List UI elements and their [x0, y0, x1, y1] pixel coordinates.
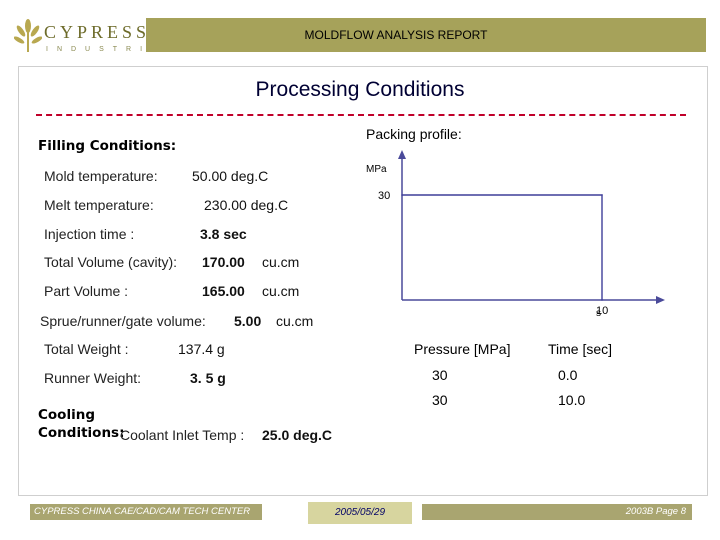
- cypress-leaf-icon: [14, 19, 42, 52]
- y-axis-arrowhead: [398, 150, 406, 159]
- packing-data-point: [601, 299, 603, 301]
- melt-temp-value: 230.00 deg.C: [204, 197, 289, 213]
- y-axis-unit-label: MPa: [366, 164, 387, 175]
- melt-temp-label: Melt temperature:: [44, 197, 154, 213]
- total-volume-value: 170.00: [202, 254, 245, 270]
- pressure-cell: 30: [432, 392, 448, 408]
- sprue-volume-value: 5.00: [234, 313, 262, 329]
- x-axis-arrowhead: [656, 296, 665, 304]
- report-title: MOLDFLOW ANALYSIS REPORT: [304, 28, 488, 42]
- cooling-heading-line2: Conditions:: [38, 425, 125, 441]
- injection-time-value: 3.8 sec: [200, 226, 247, 242]
- header-bar: MOLDFLOW ANALYSIS REPORT: [146, 18, 706, 52]
- total-volume-label: Total Volume (cavity):: [44, 254, 178, 270]
- mold-temp-label: Mold temperature:: [44, 168, 158, 184]
- packing-pressure-line: [402, 194, 603, 300]
- part-volume-value: 165.00: [202, 283, 245, 299]
- mold-temp-value: 50.00 deg.C: [192, 168, 269, 184]
- slide-frame: [18, 66, 708, 496]
- total-weight-value: 137.4 g: [178, 341, 225, 357]
- injection-time-label: Injection time :: [44, 226, 135, 242]
- logo-wordmark: CYPRESS: [44, 22, 151, 42]
- runner-weight-label: Runner Weight:: [44, 370, 142, 386]
- sprue-volume-unit: cu.cm: [276, 313, 314, 329]
- slide-title: Processing Conditions: [255, 78, 465, 101]
- runner-weight-value: 3. 5 g: [190, 370, 226, 386]
- x-tick-label: 10: [596, 305, 608, 317]
- footer-center-name: CYPRESS CHINA CAE/CAD/CAM TECH CENTER: [30, 504, 262, 520]
- part-volume-label: Part Volume :: [44, 283, 129, 299]
- total-volume-unit: cu.cm: [262, 254, 300, 270]
- packing-data-point: [601, 194, 603, 196]
- packing-profile-title: Packing profile:: [366, 126, 462, 142]
- time-cell: 0.0: [558, 367, 578, 383]
- logo-subtitle: INDUSTRIES: [46, 46, 179, 53]
- cooling-heading-line1: Cooling: [38, 407, 95, 423]
- sprue-volume-label: Sprue/runner/gate volume:: [40, 313, 206, 329]
- coolant-temp-value: 25.0 deg.C: [262, 427, 333, 443]
- company-logo: CYPRESS INDUSTRIES: [14, 18, 169, 60]
- packing-profile-chart: MPa s 30 10: [366, 150, 665, 319]
- footer-page-number: 2003B Page 8: [422, 504, 692, 520]
- title-divider: [36, 114, 686, 116]
- filling-heading: Filling Conditions:: [38, 138, 177, 154]
- total-weight-label: Total Weight :: [44, 341, 129, 357]
- packing-data-point: [401, 194, 403, 196]
- part-volume-unit: cu.cm: [262, 283, 300, 299]
- pressure-column-header: Pressure [MPa]: [414, 341, 511, 357]
- x-axis-unit-label: s: [596, 308, 601, 319]
- footer-date: 2005/05/29: [308, 502, 412, 524]
- time-cell: 10.0: [558, 392, 586, 408]
- y-tick-label: 30: [378, 190, 390, 202]
- pressure-cell: 30: [432, 367, 448, 383]
- coolant-temp-label: Coolant Inlet Temp :: [120, 427, 245, 443]
- time-column-header: Time [sec]: [548, 341, 613, 357]
